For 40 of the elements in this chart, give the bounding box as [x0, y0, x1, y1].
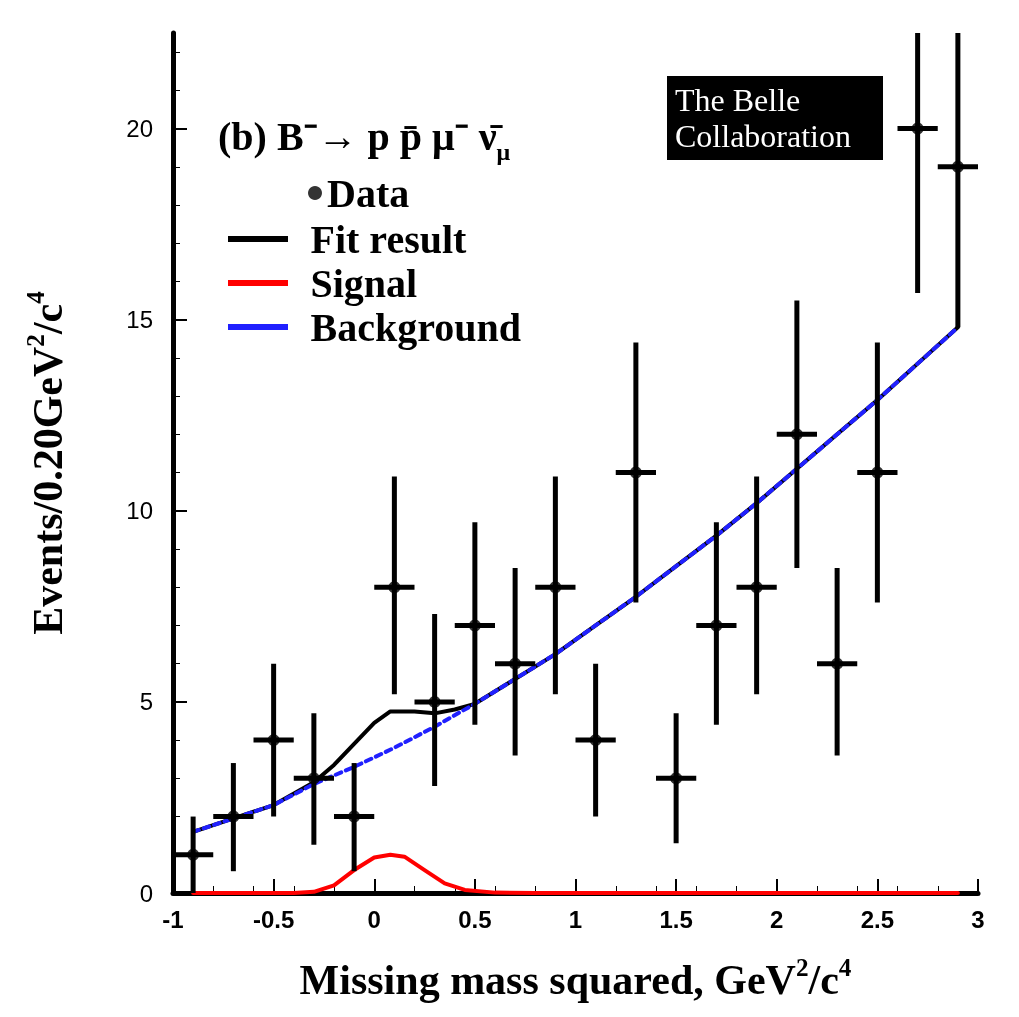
point — [750, 581, 763, 594]
y-tick-label: 20 — [126, 115, 153, 143]
x-tick-label: 0.5 — [458, 905, 492, 933]
x-tick-label: 1 — [568, 905, 583, 933]
point — [670, 772, 683, 785]
point — [428, 695, 441, 708]
point — [549, 581, 562, 594]
point — [388, 581, 401, 594]
y-axis-title: Events/0.20GeV2/c4 — [21, 290, 71, 635]
y-tick-label: 5 — [139, 688, 153, 716]
point — [468, 619, 481, 632]
legend-label: Fit result — [310, 216, 468, 262]
line-series — [191, 852, 960, 895]
annotation: The Belle Collaboration — [675, 82, 851, 154]
point — [831, 657, 844, 670]
x-tick-label: 2 — [770, 905, 784, 933]
x-tick-label: 1.5 — [659, 905, 693, 933]
legend-label: Data — [327, 170, 410, 216]
point — [187, 848, 200, 861]
point — [790, 428, 803, 441]
point — [629, 466, 642, 479]
point — [348, 810, 361, 823]
point — [951, 160, 964, 173]
y-tick-label: 0 — [139, 879, 153, 907]
y-tick-label: 10 — [126, 497, 153, 525]
legend-label: Signal — [310, 260, 418, 306]
point — [307, 772, 320, 785]
x-tick-label: -0.5 — [252, 905, 295, 933]
x-tick-label: 0 — [367, 905, 381, 933]
point — [710, 619, 723, 632]
x-tick-label: 3 — [971, 905, 985, 933]
x-tick-label: 2.5 — [860, 905, 895, 933]
point — [589, 734, 602, 747]
point — [871, 466, 884, 479]
y-tick-label: 15 — [126, 306, 153, 334]
point — [509, 657, 522, 670]
point — [911, 122, 924, 135]
point — [227, 810, 240, 823]
point — [267, 734, 280, 747]
x-tick-label: -1 — [162, 905, 184, 933]
